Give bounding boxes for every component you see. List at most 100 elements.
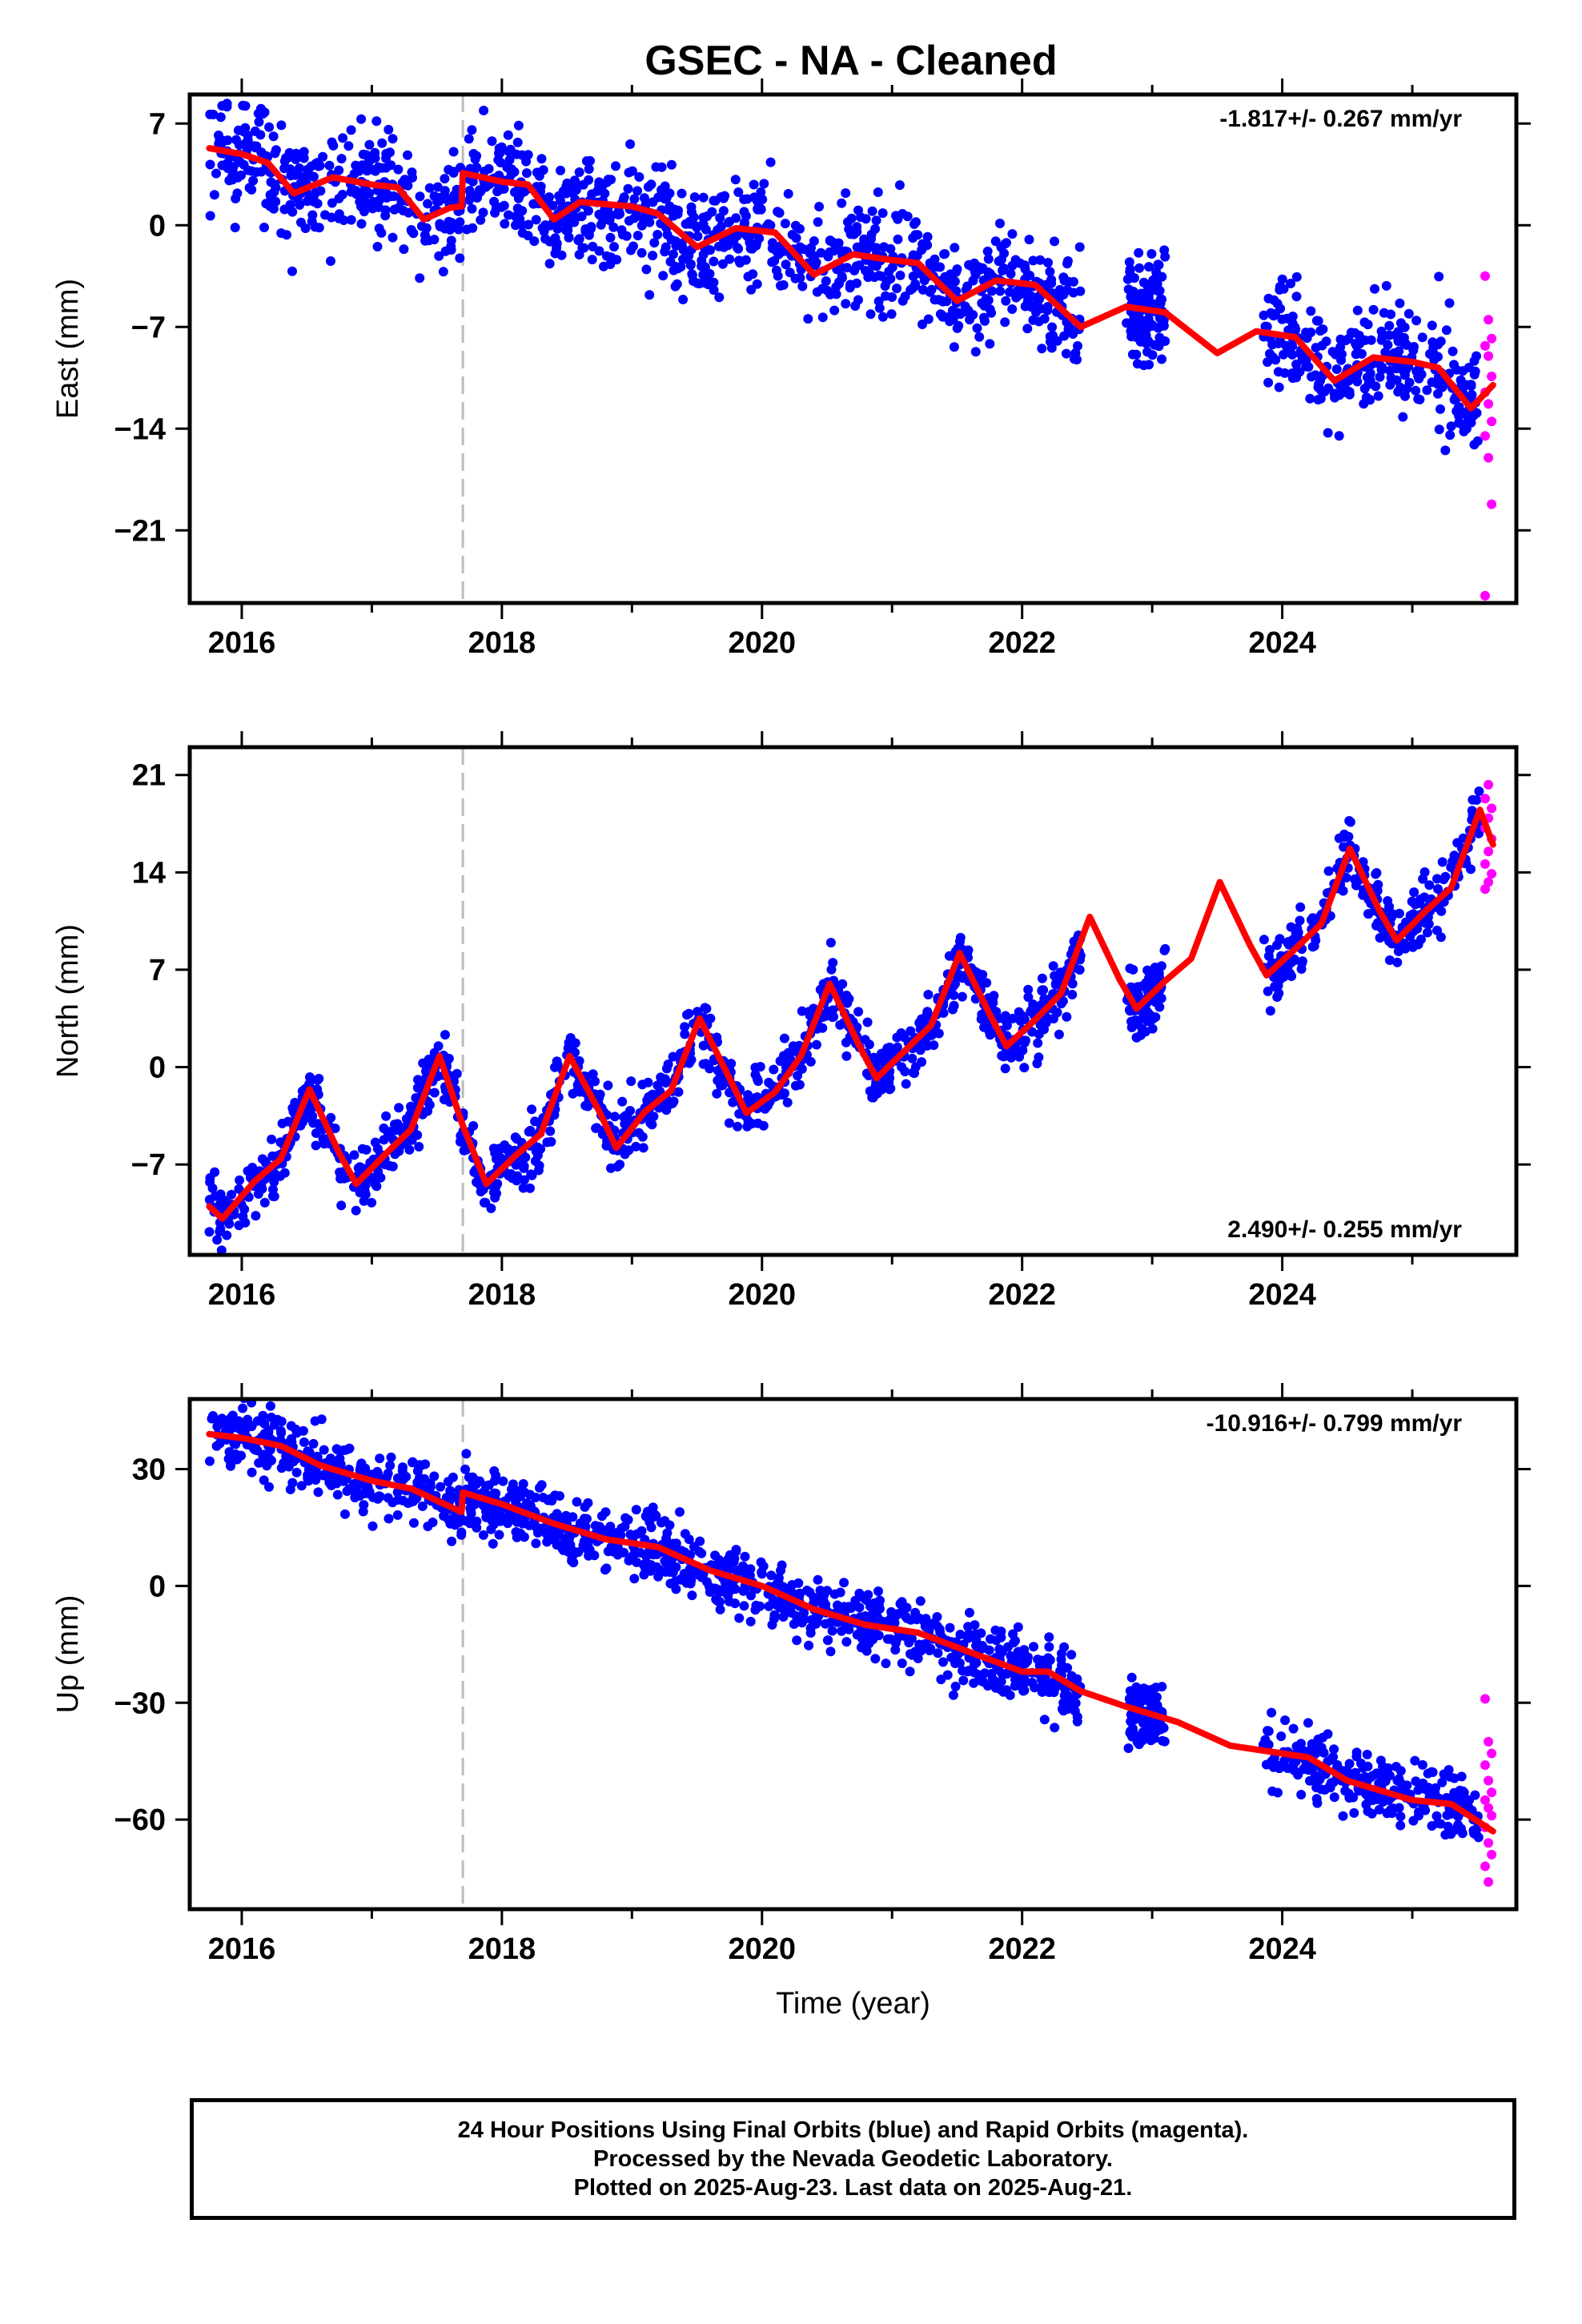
data-point — [436, 1482, 446, 1492]
data-point — [1037, 985, 1047, 995]
data-point — [590, 1521, 600, 1531]
data-point — [1275, 284, 1285, 295]
data-point — [346, 187, 356, 197]
data-point — [544, 220, 555, 231]
data-point — [598, 180, 608, 191]
data-point — [334, 165, 344, 175]
footer-line-dates: Plotted on 2025-Aug-23. Last data on 202… — [573, 2175, 1133, 2201]
data-point — [1155, 298, 1166, 308]
data-point — [871, 243, 881, 253]
data-point — [392, 1120, 403, 1130]
data-point — [432, 182, 443, 192]
data-point — [901, 1079, 911, 1089]
data-point — [1032, 1059, 1042, 1068]
data-point — [685, 260, 696, 271]
y-tick-label: −60 — [114, 1803, 166, 1837]
data-point — [807, 250, 817, 260]
data-point — [769, 1064, 779, 1075]
data-point — [525, 1183, 535, 1193]
data-point — [1259, 935, 1269, 945]
data-point — [367, 1521, 378, 1531]
data-point — [678, 245, 689, 255]
data-point — [340, 1509, 350, 1519]
data-point — [884, 1077, 894, 1088]
data-point — [377, 138, 387, 148]
data-point — [746, 1590, 756, 1601]
data-point — [524, 1127, 534, 1137]
data-point — [767, 257, 777, 267]
data-point — [240, 101, 251, 111]
data-point — [644, 290, 655, 300]
data-point — [1440, 445, 1451, 456]
data-point — [493, 155, 504, 165]
data-point — [478, 207, 488, 218]
data-point — [259, 1197, 270, 1208]
data-point — [270, 1169, 280, 1180]
data-point — [740, 1583, 749, 1594]
data-point — [850, 301, 861, 311]
data-point — [224, 1219, 235, 1229]
data-point — [999, 248, 1010, 259]
data-point — [373, 1167, 383, 1176]
data-point — [656, 1518, 666, 1528]
rapid-data-point — [1484, 351, 1494, 361]
data-point — [826, 964, 837, 975]
data-point — [1402, 1780, 1412, 1791]
data-point — [1050, 1723, 1060, 1733]
figure-title: GSEC - NA - Cleaned — [644, 38, 1057, 84]
data-point — [950, 243, 960, 253]
data-point — [1423, 927, 1432, 938]
footer-line-orbits: 24 Hour Positions Using Final Orbits (bl… — [457, 2117, 1249, 2143]
data-point — [1338, 1811, 1348, 1821]
data-point — [404, 1498, 415, 1508]
data-point — [1315, 326, 1326, 336]
data-point — [247, 166, 257, 176]
data-point — [596, 219, 606, 230]
data-point — [652, 230, 663, 239]
data-point — [1061, 1699, 1071, 1709]
y-tick-label: −14 — [114, 412, 166, 446]
data-point — [963, 1633, 973, 1643]
data-point — [877, 208, 888, 219]
data-point — [653, 192, 664, 203]
data-point — [778, 1612, 789, 1622]
data-point — [474, 1180, 484, 1189]
data-point — [550, 233, 560, 243]
data-point — [745, 243, 756, 254]
data-point — [845, 283, 855, 293]
data-point — [749, 179, 759, 190]
data-point — [933, 1648, 943, 1659]
data-point — [1150, 340, 1160, 350]
data-point — [1000, 317, 1010, 328]
data-point — [1350, 1768, 1360, 1779]
data-point — [394, 1103, 404, 1113]
data-point — [445, 224, 456, 235]
data-point — [1356, 348, 1367, 359]
data-point — [576, 211, 587, 222]
data-point — [813, 1574, 823, 1585]
data-point — [1348, 1792, 1359, 1803]
data-point — [1385, 365, 1395, 376]
data-point — [438, 267, 448, 277]
data-point — [303, 1473, 313, 1483]
data-point — [299, 1437, 309, 1447]
data-point — [519, 1175, 529, 1185]
data-point — [817, 283, 828, 294]
data-point — [935, 262, 946, 272]
data-point — [536, 1144, 546, 1154]
data-point — [1019, 1645, 1030, 1655]
data-point — [1436, 906, 1447, 916]
data-point — [1376, 326, 1387, 336]
data-point — [958, 1675, 969, 1686]
data-point — [1449, 360, 1459, 370]
data-point — [666, 159, 677, 170]
data-point — [865, 309, 876, 320]
data-point — [259, 1418, 270, 1429]
data-point — [619, 192, 629, 203]
data-point — [698, 270, 709, 280]
data-point — [733, 187, 744, 197]
data-point — [1059, 331, 1070, 341]
data-point — [584, 164, 594, 175]
data-point — [227, 75, 237, 85]
data-point — [578, 179, 588, 190]
